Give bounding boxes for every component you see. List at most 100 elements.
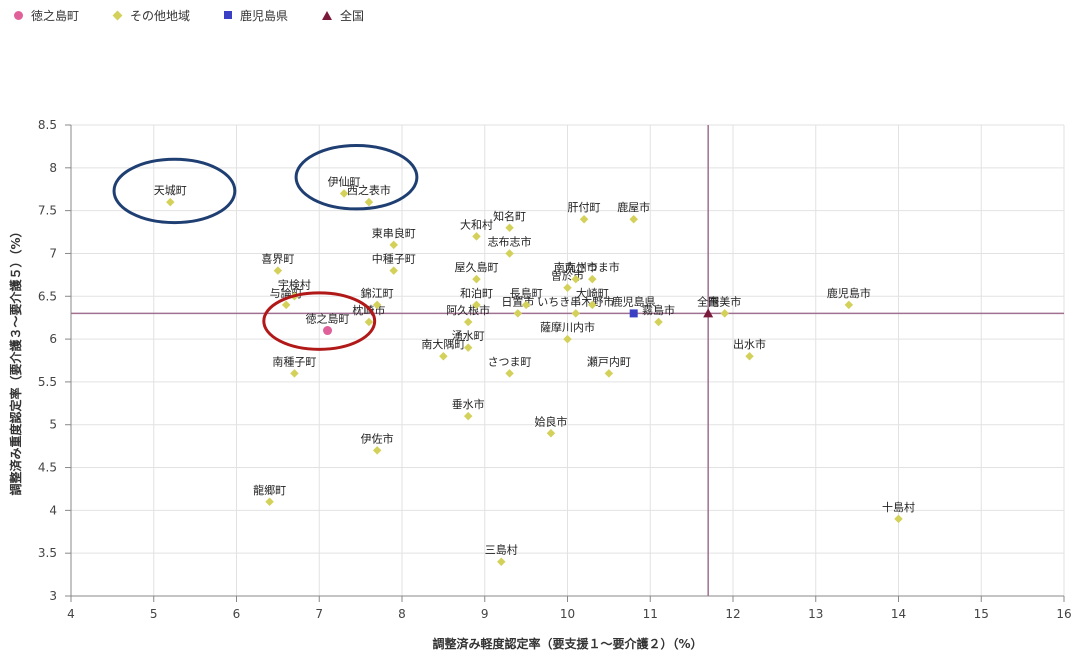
point-南九州市	[571, 274, 581, 284]
label-東串良町: 東串良町	[372, 226, 416, 240]
label-大崎町: 大崎町	[576, 286, 609, 300]
point-鹿児島県	[629, 309, 638, 318]
point-錦江町	[372, 300, 382, 310]
tick-labels: 4 5 6 7 8 9 10 11 12 13 14 15 16 3 3.5 4 4.5 5 5.5 6 6.5 7 7.5…	[38, 118, 1072, 621]
reference-lines	[71, 125, 1064, 596]
label-西之表市: 西之表市	[347, 183, 391, 197]
label-奄美市: 奄美市	[708, 294, 741, 308]
label-垂水市: 垂水市	[452, 397, 485, 411]
label-伊佐市: 伊佐市	[361, 431, 394, 445]
point-南種子町	[290, 369, 299, 378]
x-tick-5: 5	[150, 607, 158, 621]
label-屋久島町: 屋久島町	[454, 260, 498, 274]
label-志布志市: 志布志市	[488, 234, 532, 248]
y-tick-8: 8	[49, 161, 57, 175]
blue-highlight-ellipse-0	[112, 157, 237, 225]
label-喜界町: 喜界町	[261, 253, 294, 266]
label-出水市: 出水市	[733, 337, 766, 351]
point-南さつま市	[588, 274, 597, 284]
label-錦江町: 錦江町	[361, 286, 394, 300]
label-湧水町: 湧水町	[452, 330, 485, 343]
legend-square-marker	[224, 11, 233, 19]
label-曽於市: 曽於市	[551, 269, 584, 283]
label-徳之島町: 徳之島町	[306, 312, 350, 326]
x-tick-11: 11	[643, 607, 658, 621]
grid-lines	[70, 124, 1065, 597]
legend-circle-marker	[14, 10, 23, 20]
point-大和村	[472, 232, 481, 241]
x-tick-10: 10	[560, 607, 575, 621]
point-喜界町	[273, 266, 283, 275]
point-徳之島町	[323, 326, 333, 336]
point-知名町	[505, 223, 514, 233]
label-阿久根市: 阿久根市	[446, 303, 490, 317]
y-tick-6: 6	[49, 332, 57, 346]
label-肝付町: 肝付町	[568, 201, 601, 214]
label-全国: 全国	[697, 294, 719, 308]
label-霧島市: 霧島市	[642, 303, 675, 317]
label-鹿児島県: 鹿児島県	[612, 294, 656, 308]
label-大和村: 大和村	[460, 217, 493, 231]
point-伊佐市	[372, 446, 382, 455]
point-湧水町	[463, 343, 473, 352]
y-tick-7-5: 7.5	[38, 204, 57, 218]
point-西之表市	[364, 197, 374, 207]
label-十島村: 十島村	[882, 500, 915, 514]
x-tick-8: 8	[398, 607, 406, 621]
legend-label: 全国	[340, 8, 365, 23]
point-全国	[703, 308, 714, 318]
label-龍郷町: 龍郷町	[253, 483, 286, 497]
label-南九州市: 南九州市	[554, 260, 598, 274]
point-枕崎市	[364, 317, 374, 327]
y-tick-4-5: 4.5	[38, 461, 57, 475]
point-東串良町	[389, 240, 398, 250]
point-瀬戸内町	[604, 369, 614, 378]
x-tick-16: 16	[1056, 607, 1071, 621]
chart-legend: 徳之島町 その他地域 鹿児島県 全国	[14, 6, 398, 24]
y-tick-6-5: 6.5	[38, 289, 57, 303]
x-tick-7: 7	[315, 607, 323, 621]
label-南さつま市: 南さつま市	[565, 260, 620, 274]
point-屋久島町	[472, 274, 481, 284]
point-いちき串木野市	[571, 309, 581, 318]
point-霧島市	[654, 317, 663, 327]
label-南大隅町: 南大隅町	[421, 337, 465, 351]
label-中種子町: 中種子町	[372, 252, 416, 266]
label-日置市: 日置市	[501, 294, 534, 308]
label-伊仙町: 伊仙町	[328, 176, 361, 189]
point-日置市	[513, 309, 523, 318]
legend-item: 徳之島町	[14, 7, 79, 24]
point-さつま町	[505, 369, 514, 378]
y-tick-4: 4	[49, 503, 57, 517]
point-鹿児島市	[844, 300, 854, 310]
label-三島村: 三島村	[485, 543, 518, 557]
label-姶良市: 姶良市	[534, 414, 567, 428]
annotation-ellipses	[112, 144, 419, 351]
legend-label: 徳之島町	[31, 8, 80, 23]
point-龍郷町	[265, 497, 274, 507]
legend-item: その他地域	[112, 7, 190, 24]
label-さつま町: さつま町	[488, 355, 532, 368]
label-鹿児島市: 鹿児島市	[827, 286, 871, 300]
axes	[65, 124, 1065, 602]
y-tick-3-5: 3.5	[38, 546, 57, 560]
point-垂水市	[463, 411, 473, 421]
blue-highlight-ellipse-1	[294, 144, 419, 211]
point-南大隅町	[439, 351, 448, 361]
x-axis-title: 調整済み軽度認定率（要支援１～要介護２）（%）	[432, 636, 702, 651]
label-南種子町: 南種子町	[272, 354, 316, 368]
point-奄美市	[720, 309, 729, 318]
point-十島村	[894, 514, 903, 524]
point-天城町	[166, 197, 175, 207]
label-天城町: 天城町	[154, 184, 187, 197]
point-姶良市	[546, 429, 556, 438]
point-志布志市	[505, 249, 514, 258]
label-鹿屋市: 鹿屋市	[617, 200, 650, 214]
x-tick-9: 9	[481, 607, 489, 621]
x-tick-12: 12	[725, 607, 740, 621]
legend-item: 全国	[322, 7, 364, 24]
x-tick-4: 4	[67, 607, 75, 621]
x-tick-13: 13	[808, 607, 823, 621]
point-和泊町	[472, 300, 481, 310]
